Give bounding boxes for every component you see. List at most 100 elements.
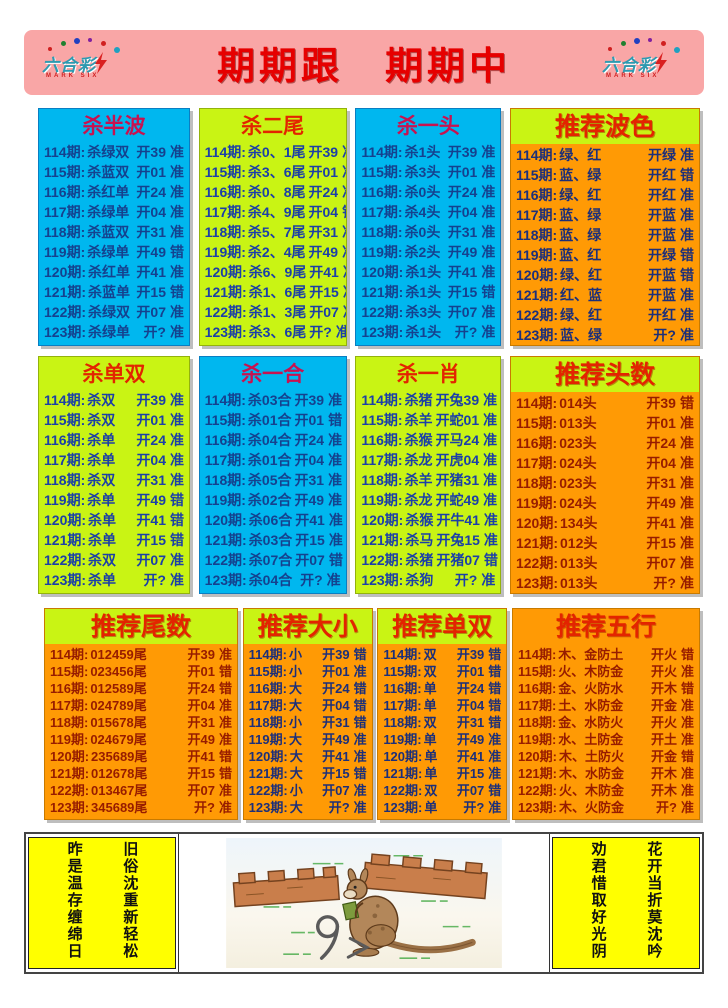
verdict-badge: 准 (679, 414, 694, 431)
panel-data-row: 123期: 013头 开? 准 (516, 573, 694, 593)
pick-value: 杀05合 (247, 472, 292, 489)
issue-label: 122期: (383, 782, 423, 798)
verdict-badge: 准 (218, 646, 232, 662)
panel-data-row: 116期: 杀0头 开24 准 (361, 182, 495, 202)
panel-data-row: 116期:杀0、8尾开24准 (205, 182, 346, 202)
panel-data-row: 117期: 蓝、绿 开蓝准 (516, 205, 694, 225)
panel-row-2: 杀单双 114期: 杀双 开39 准 115期: 杀双 开01 准 116期: 杀单 开24 准 117期… (38, 356, 700, 594)
pick-value: 杀绿单 (88, 324, 131, 341)
issue-label: 116期: (248, 680, 287, 696)
panel-data-row: 120期: 杀06合 开41 准 (205, 510, 343, 530)
open-result: 开49 (308, 244, 339, 261)
open-result: 开04 (294, 452, 325, 469)
open-result: 开15 (136, 532, 166, 549)
panel-data-row: 114期: 杀03合 开39 准 (205, 390, 342, 410)
panel-data-row: 116期: 杀猴 开马24 准 (361, 430, 497, 450)
pick-value: 012459尾 (90, 646, 147, 662)
open-result: 开41 (456, 748, 485, 764)
panel-data-row: 117期: 杀01合 开04 准 (205, 450, 342, 470)
verdict-badge: 错 (483, 552, 498, 569)
pick-value: 大 (289, 765, 303, 781)
panel-data-row: 119期: 水、土防金 开土准 (518, 730, 694, 747)
verdict-badge: 准 (679, 146, 694, 163)
panel-data-row: 116期: 杀单 开24 准 (44, 430, 184, 450)
verdict-badge: 准 (483, 512, 498, 529)
open-result: 开49 (646, 494, 676, 511)
logo-subtext: MARK SIX (46, 72, 100, 79)
pick-value: 火、木防金 (558, 663, 624, 679)
issue-label: 119期: (383, 731, 422, 747)
pick-value: 蓝、绿 (559, 226, 602, 243)
pick-value: 杀1、6尾 (248, 284, 307, 301)
panel-data-row: 120期: 235689尾 开41 错 (50, 747, 232, 764)
pick-value: 杀绿双 (87, 144, 130, 161)
pick-value: 杀1头 (405, 324, 442, 341)
verdict-badge: 准 (488, 748, 502, 764)
pick-value: 杀1头 (404, 144, 441, 161)
panel-tuijian-weishu: 推荐尾数 114期: 012459尾 开39 准 115期: 023456尾 开01 错 116期… (44, 608, 238, 820)
panel-data-row: 117期: 024789尾 开04 准 (50, 696, 232, 713)
open-result: 开49 (447, 244, 478, 261)
verdict-badge: 准 (328, 512, 343, 529)
logo-dots-icon (48, 37, 124, 53)
poem-column: 花开当折莫沈吟 (645, 841, 663, 960)
issue-label: 114期: (517, 646, 557, 662)
open-result: 开? (653, 574, 676, 591)
pick-value: 杀龙 (404, 492, 433, 509)
issue-label: 117期: (517, 697, 557, 713)
verdict-badge: 准 (679, 306, 694, 323)
issue-label: 121期: (515, 534, 558, 551)
issue-label: 120期: (515, 266, 558, 283)
open-result: 开? (309, 324, 332, 341)
pick-value: 杀5、7尾 (247, 224, 306, 241)
panel-data-row: 121期: 杀03合 开15 准 (205, 530, 343, 550)
verdict-badge: 准 (679, 186, 694, 203)
pick-value: 015678尾 (90, 714, 147, 730)
panel-data-row: 120期: 杀1头 开41 准 (361, 262, 495, 282)
pick-value: 杀猪 (404, 392, 433, 409)
panel-title: 杀一合 (241, 363, 305, 386)
issue-label: 121期: (361, 532, 404, 549)
panel-sha-yi-xiao: 杀一肖 114期: 杀猪 开兔39 准 115期: 杀羊 开蛇01 准 116期: 杀猴 开马24 准 1… (355, 356, 502, 594)
issue-label: 115期: (361, 412, 403, 429)
panel-data-row: 118期: 小 开31 错 (249, 713, 367, 730)
issue-label: 119期: (204, 244, 246, 261)
pick-value: 杀04合 (248, 572, 293, 589)
logo-dot (673, 46, 680, 53)
issue-label: 119期: (248, 731, 287, 747)
open-result: 开红 (647, 186, 676, 203)
verdict-badge: 准 (679, 474, 694, 491)
open-result: 开木 (650, 782, 677, 798)
open-result: 开15 (187, 765, 215, 781)
verdict-badge: 错 (353, 714, 367, 730)
issue-label: 123期: (361, 572, 404, 589)
pick-value: 绿、红 (560, 266, 602, 283)
open-result: 开红 (647, 166, 676, 183)
issue-label: 117期: (204, 204, 246, 221)
issue-label: 115期: (50, 663, 89, 679)
panel-data-row: 119期: 大 开49 准 (249, 730, 367, 747)
panel-data-row: 116期: 单 开24 错 (383, 679, 501, 696)
issue-label: 117期: (248, 697, 287, 713)
pick-value: 023456尾 (90, 663, 147, 679)
panel-data-row: 121期: 012头 开15 准 (516, 533, 694, 553)
panel-data-row: 121期:杀1、6尾开15准 (205, 282, 346, 302)
issue-label: 123期: (204, 324, 247, 341)
panel-data-row: 121期: 杀单 开15 错 (44, 530, 184, 550)
open-result: 开49 (456, 731, 485, 747)
panel-data-row: 114期: 双 开39 错 (383, 645, 501, 662)
pick-value: 杀单 (88, 512, 117, 529)
panel-data-row: 120期: 木、土防火 开金错 (518, 747, 694, 764)
verdict-badge: 错 (170, 492, 184, 509)
pick-value: 014头 (559, 394, 597, 411)
panel-data-row: 121期: 杀蓝单 开15 错 (44, 282, 184, 302)
logo-dot (647, 37, 652, 42)
panel-data-row: 121期: 大 开15 错 (249, 764, 367, 781)
issue-label: 120期: (44, 264, 87, 281)
open-result: 开01 (456, 663, 485, 679)
open-result: 开31 (136, 472, 166, 489)
pick-value: 杀绿双 (88, 304, 131, 321)
pick-value: 绿、红 (559, 146, 602, 163)
panel-data-row: 114期: 杀猪 开兔39 准 (361, 390, 497, 410)
issue-label: 116期: (517, 680, 557, 696)
